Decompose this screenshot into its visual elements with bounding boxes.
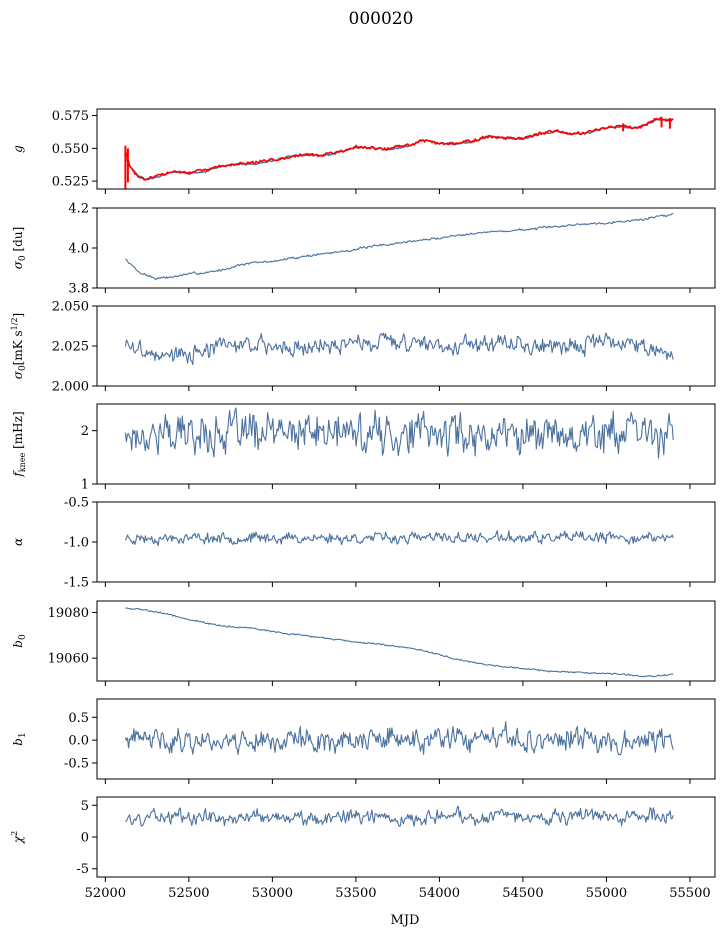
y-axis-label-b0: b0: [11, 634, 28, 648]
series-line-alpha-0: [124, 530, 674, 547]
panel-b0: 19060 19080 b0: [11, 600, 716, 686]
y-tick-label-fknee-1: 2: [81, 424, 89, 439]
axes-frame-b0: [96, 600, 716, 682]
y-tick-label-sigma_unit-2: 2.050: [52, 300, 89, 315]
figure-title: 000020: [349, 9, 414, 29]
panel-sigma_unit: 2.000 2.025 2.050 σ0[mK s1/2]: [10, 300, 716, 395]
axes-frame-fknee: [96, 403, 716, 485]
series-line-chi2-0: [125, 805, 674, 827]
y-axis-label-b1: b1: [11, 732, 28, 745]
y-tick-label-sigma_unit-1: 2.025: [52, 340, 89, 355]
y-axis-label-fknee: fknee [mHz]: [11, 411, 27, 477]
y-tick-label-g-1: 0.550: [52, 142, 89, 157]
panel-chi2: -5 0 5 52000 52500 53000 53500 54000 54500 55000 5…: [10, 796, 716, 901]
y-tick-label-b1-1: 0.0: [68, 734, 89, 749]
panel-b1: -0.5 0.0 0.5 b1: [11, 698, 716, 784]
y-axis-label-chi2: χ2: [10, 831, 25, 844]
y-tick-label-b1-2: 0.5: [68, 711, 89, 726]
y-tick-label-alpha-1: -1.0: [64, 536, 89, 551]
y-tick-label-sigma_unit-0: 2.000: [52, 380, 89, 395]
y-tick-label-chi2-2: 5: [81, 799, 89, 814]
series-line-g-1: [124, 117, 674, 181]
x-tick-label-2: 53000: [252, 886, 293, 901]
axes-frame-g: [96, 108, 716, 190]
y-tick-label-fknee-0: 1: [81, 478, 89, 493]
panel-g: 0.525 0.550 0.575 g: [11, 108, 716, 194]
series-line-b0-0: [125, 607, 674, 678]
axes-frame-b1: [96, 698, 716, 780]
x-tick-label-4: 54000: [419, 886, 460, 901]
y-tick-label-sigma0-2: 4.2: [68, 202, 89, 217]
series-line-sigma0-0: [125, 212, 674, 281]
y-tick-label-alpha-2: -0.5: [64, 496, 89, 511]
y-tick-label-alpha-0: -1.5: [64, 576, 89, 591]
x-tick-label-5: 54500: [502, 886, 543, 901]
series-line-fknee-0: [124, 407, 674, 459]
x-tick-label-7: 55500: [669, 886, 710, 901]
panel-fknee: 1 2 fknee [mHz]: [11, 403, 716, 493]
y-tick-label-b0-1: 19080: [48, 606, 89, 621]
series-line-b1-0: [124, 721, 674, 756]
y-tick-label-g-0: 0.525: [52, 175, 89, 190]
axes-frame-sigma0: [96, 207, 716, 289]
axes-frame-chi2: [96, 796, 716, 878]
y-tick-label-b0-0: 19060: [48, 652, 89, 667]
y-axis-label-sigma0: σ0 [du]: [11, 227, 28, 270]
y-axis-label-sigma_unit: σ0[mK s1/2]: [10, 313, 28, 380]
y-axis-label-alpha: α: [11, 538, 25, 546]
x-axis-label: MJD: [391, 913, 420, 928]
y-tick-label-sigma0-0: 3.8: [68, 282, 89, 297]
y-tick-label-b1-0: -0.5: [64, 757, 89, 772]
x-tick-label-0: 52000: [85, 886, 126, 901]
y-tick-label-chi2-0: -5: [76, 862, 89, 877]
series-line-sigma_unit-0: [124, 332, 674, 366]
x-tick-label-1: 52500: [168, 886, 209, 901]
y-tick-label-g-2: 0.575: [52, 109, 89, 124]
y-tick-label-sigma0-1: 4.0: [68, 242, 89, 257]
panel-alpha: -1.5 -1.0 -0.5 α: [11, 496, 716, 591]
y-axis-label-g: g: [11, 145, 25, 153]
panel-sigma0: 3.8 4.0 4.2 σ0 [du]: [11, 202, 716, 297]
x-tick-label-6: 55000: [586, 886, 627, 901]
x-tick-label-3: 53500: [335, 886, 376, 901]
y-tick-label-chi2-1: 0: [81, 831, 89, 846]
